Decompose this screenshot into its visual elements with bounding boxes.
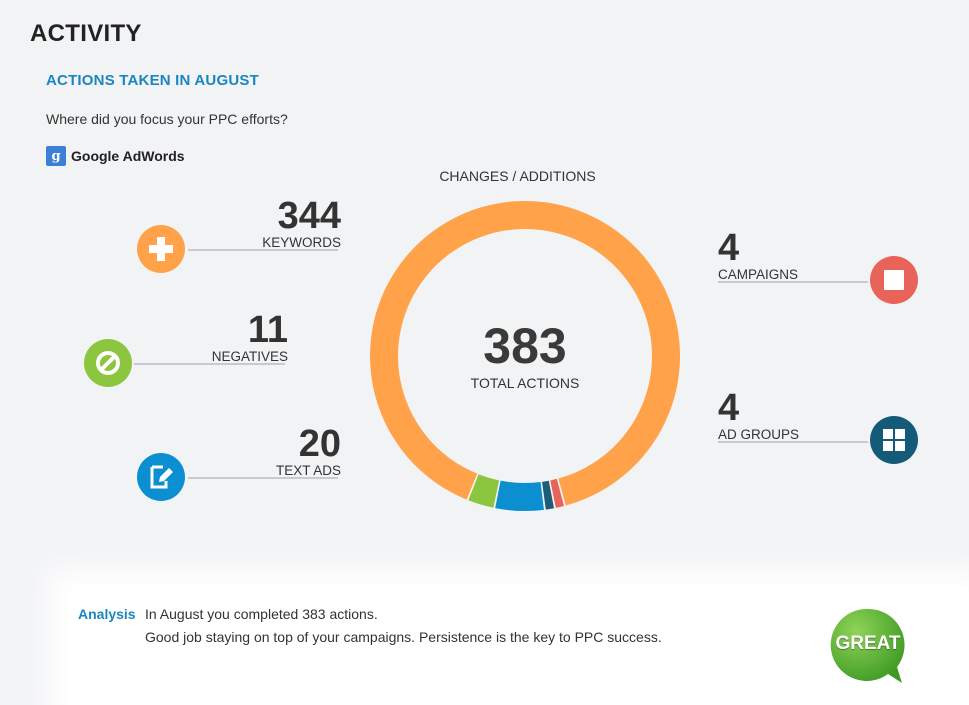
- page-title: ACTIVITY: [30, 20, 142, 47]
- analysis-summary: In August you completed 383 actions.: [145, 606, 378, 622]
- negatives-rule: [134, 363, 285, 365]
- text-ads-rule: [188, 477, 338, 479]
- provider-name: Google AdWords: [71, 148, 185, 164]
- text-ads-value: 20: [298, 423, 341, 465]
- donut-chart: [370, 201, 680, 511]
- campaigns-label: CAMPAIGNS: [718, 267, 799, 282]
- negatives-label: NEGATIVES: [211, 349, 288, 364]
- donut-slice-ad-groups: [542, 480, 555, 510]
- chart-title: CHANGES / ADDITIONS: [439, 168, 596, 184]
- text-ads-label: TEXT ADS: [275, 463, 341, 478]
- keywords-rule: [188, 249, 338, 251]
- edit-icon: [137, 453, 185, 501]
- stat-campaigns: 4 CAMPAIGNS: [718, 229, 868, 283]
- stat-keywords: 344 KEYWORDS: [200, 197, 341, 251]
- keywords-value: 344: [277, 195, 341, 237]
- provider: g Google AdWords: [46, 146, 185, 166]
- donut-slice-keywords: [370, 201, 680, 506]
- donut-slice-negatives: [468, 474, 500, 508]
- ad-groups-label: AD GROUPS: [718, 427, 800, 442]
- speech-bubble-icon: [830, 608, 905, 683]
- ban-icon: [84, 339, 132, 387]
- analysis-message: Good job staying on top of your campaign…: [145, 629, 662, 645]
- ad-groups-value: 4: [718, 387, 740, 429]
- donut-slice-text-ads: [495, 480, 544, 511]
- google-g-icon: g: [46, 146, 66, 166]
- stat-negatives: 11 NEGATIVES: [150, 311, 288, 365]
- grid-icon: [870, 416, 918, 464]
- analysis-label: Analysis: [78, 606, 136, 622]
- ad-groups-rule: [718, 441, 868, 443]
- donut-slice-campaigns: [550, 478, 564, 508]
- stat-ad-groups: 4 AD GROUPS: [718, 389, 868, 443]
- keywords-label: KEYWORDS: [262, 235, 341, 250]
- stat-text-ads: 20 TEXT ADS: [200, 425, 341, 479]
- section-question: Where did you focus your PPC efforts?: [46, 111, 288, 127]
- negatives-value: 11: [247, 309, 288, 351]
- section-title: ACTIONS TAKEN IN AUGUST: [46, 72, 259, 89]
- campaigns-value: 4: [718, 227, 740, 269]
- square-icon: [870, 256, 918, 304]
- analysis-panel: [68, 590, 968, 705]
- campaigns-rule: [718, 281, 868, 283]
- plus-icon: [137, 225, 185, 273]
